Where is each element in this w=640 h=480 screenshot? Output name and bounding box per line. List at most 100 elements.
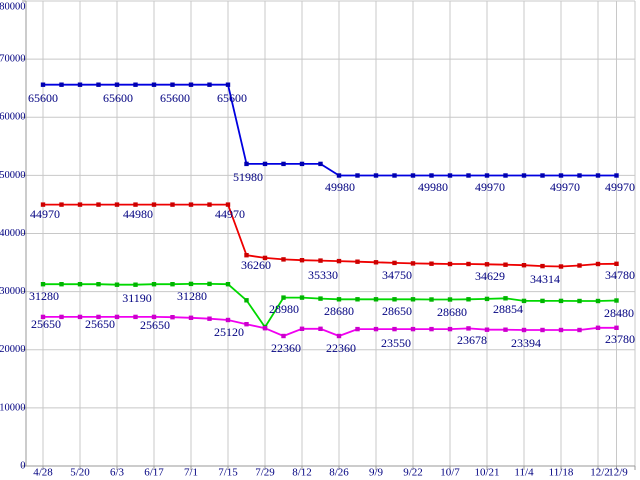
y-tick-label: 50000 xyxy=(0,170,26,181)
magenta-data-marker xyxy=(77,314,83,320)
y-tick-label: 60000 xyxy=(0,112,26,123)
magenta-data-marker xyxy=(133,314,138,320)
red-value-label: 34314 xyxy=(530,272,560,286)
red-data-marker xyxy=(373,260,379,265)
blue-data-marker xyxy=(355,173,360,178)
red-data-marker xyxy=(225,202,231,207)
red-data-marker xyxy=(614,261,619,266)
red-data-marker xyxy=(521,263,527,268)
red-data-marker xyxy=(466,261,471,267)
blue-data-marker xyxy=(484,173,490,178)
green-data-marker xyxy=(614,298,619,303)
red-data-marker xyxy=(59,202,64,207)
blue-value-label: 65600 xyxy=(217,91,247,105)
red-data-marker xyxy=(114,202,120,207)
magenta-value-label: 23550 xyxy=(381,336,411,350)
magenta-data-marker xyxy=(355,326,360,332)
blue-data-marker xyxy=(225,82,231,87)
magenta-data-marker xyxy=(392,326,397,332)
magenta-data-marker xyxy=(484,327,490,332)
green-data-marker xyxy=(151,282,157,287)
green-data-marker xyxy=(299,295,305,300)
green-data-marker xyxy=(40,282,46,287)
blue-data-marker xyxy=(151,82,157,87)
green-value-label: 28650 xyxy=(382,304,412,318)
magenta-value-label: 23780 xyxy=(605,332,635,346)
blue-data-marker xyxy=(77,82,83,87)
magenta-data-marker xyxy=(188,315,194,320)
red-data-marker xyxy=(170,202,175,207)
blue-data-marker xyxy=(466,173,471,178)
blue-data-marker xyxy=(558,173,564,178)
red-value-label: 34629 xyxy=(475,269,505,283)
blue-data-marker xyxy=(96,82,101,87)
blue-data-marker xyxy=(114,82,120,87)
blue-data-marker xyxy=(595,173,601,178)
blue-data-marker xyxy=(336,173,342,178)
x-tick-label: 7/15 xyxy=(218,467,238,479)
red-data-marker xyxy=(392,260,397,266)
green-data-marker xyxy=(133,282,138,287)
magenta-value-label: 25650 xyxy=(140,318,170,332)
blue-data-marker xyxy=(262,161,268,167)
blue-data-marker xyxy=(281,161,286,167)
red-data-marker xyxy=(429,261,434,266)
x-tick-label: 9/22 xyxy=(403,467,423,479)
green-data-marker xyxy=(503,296,508,301)
x-tick-label: 11/18 xyxy=(549,467,574,479)
magenta-value-label: 25120 xyxy=(214,325,244,339)
magenta-data-marker xyxy=(577,327,582,333)
blue-data-marker xyxy=(392,173,397,178)
y-tick-label: 20000 xyxy=(0,344,26,355)
y-tick-label: 30000 xyxy=(0,286,26,297)
x-tick-label: 6/3 xyxy=(110,467,125,479)
blue-value-label: 65600 xyxy=(28,91,58,105)
magenta-data-marker xyxy=(614,325,619,330)
red-data-marker xyxy=(151,202,157,207)
magenta-data-marker xyxy=(151,314,157,320)
magenta-data-marker xyxy=(410,326,416,332)
green-data-marker xyxy=(170,282,175,287)
red-data-marker xyxy=(595,261,601,267)
red-value-label: 44980 xyxy=(123,207,153,221)
green-data-marker xyxy=(77,282,83,287)
x-tick-label: 7/1 xyxy=(184,467,198,479)
blue-data-marker xyxy=(40,82,46,87)
y-tick-label: 80000 xyxy=(0,1,26,12)
x-tick-label: 7/29 xyxy=(255,467,275,479)
magenta-data-marker xyxy=(59,314,64,320)
green-data-marker xyxy=(225,282,231,287)
red-data-marker xyxy=(281,257,286,262)
blue-data-marker xyxy=(373,173,379,178)
green-value-label: 28680 xyxy=(437,305,467,319)
green-data-marker xyxy=(114,282,120,287)
blue-data-marker xyxy=(207,82,212,87)
red-data-marker xyxy=(577,263,582,268)
magenta-data-marker xyxy=(503,327,508,332)
y-tick-label: 10000 xyxy=(0,402,26,413)
green-data-marker xyxy=(429,297,434,302)
magenta-data-marker xyxy=(299,326,305,331)
blue-data-marker xyxy=(188,82,194,87)
blue-data-marker xyxy=(503,173,508,178)
red-data-marker xyxy=(558,264,564,269)
blue-data-marker xyxy=(614,173,619,178)
magenta-data-marker xyxy=(521,327,527,333)
green-data-marker xyxy=(484,296,490,302)
red-data-marker xyxy=(96,202,101,207)
magenta-data-marker xyxy=(207,316,212,321)
x-tick-label: 6/17 xyxy=(144,467,164,479)
blue-data-marker xyxy=(133,82,138,87)
magenta-value-label: 22360 xyxy=(271,341,301,355)
red-value-label: 34780 xyxy=(605,268,635,282)
green-data-marker xyxy=(281,295,286,300)
magenta-data-marker xyxy=(373,326,379,332)
red-value-label: 44970 xyxy=(215,207,245,221)
magenta-data-marker xyxy=(281,333,286,339)
x-tick-label: 8/26 xyxy=(329,467,349,479)
blue-value-label: 49980 xyxy=(418,180,448,194)
green-data-marker xyxy=(355,297,360,302)
magenta-data-marker xyxy=(318,326,323,331)
